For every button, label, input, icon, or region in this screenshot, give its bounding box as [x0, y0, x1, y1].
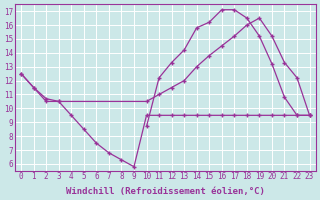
X-axis label: Windchill (Refroidissement éolien,°C): Windchill (Refroidissement éolien,°C)	[66, 187, 265, 196]
